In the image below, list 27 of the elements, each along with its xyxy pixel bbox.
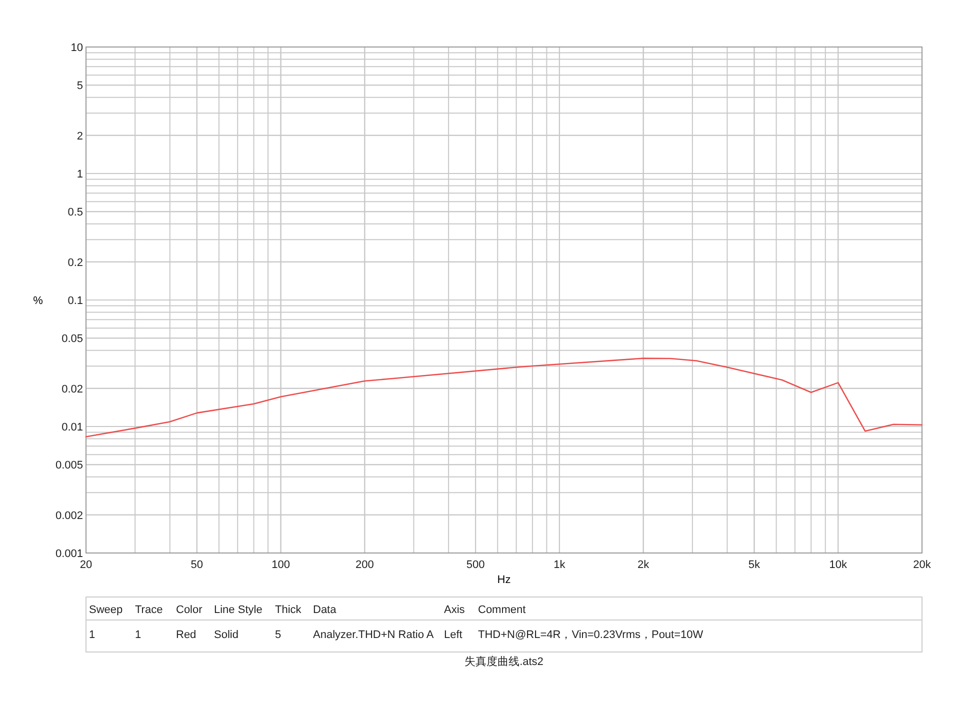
- x-tick-label: 20: [80, 559, 92, 571]
- y-tick-label: 0.1: [68, 295, 83, 307]
- y-tick-label: 0.005: [55, 460, 83, 472]
- x-tick-label: 1k: [554, 559, 566, 571]
- y-tick-label: 10: [70, 42, 83, 54]
- y-tick-label: 0.01: [62, 422, 83, 434]
- y-tick-label: 0.002: [55, 510, 83, 522]
- x-tick-label: 500: [466, 559, 485, 571]
- x-tick-label: 20k: [913, 559, 932, 571]
- x-tick-label: 2k: [638, 559, 650, 571]
- y-tick-label: 1: [76, 168, 83, 180]
- y-tick-label: 0.05: [62, 333, 83, 346]
- x-axis-title: Hz: [497, 574, 511, 586]
- x-tick-label: 5k: [748, 559, 761, 571]
- y-tick-label: 5: [76, 80, 83, 92]
- y-axis-title: %: [33, 295, 44, 307]
- y-tick-label: 0.001: [55, 548, 83, 560]
- y-tick-label: 0.02: [62, 383, 83, 396]
- y-tick-label: 0.5: [68, 206, 83, 219]
- text: 失真度曲线.ats2: [464, 655, 544, 668]
- x-tick-label: 10k: [829, 559, 848, 571]
- trace-table: Sweep Trace Color Line Style Thick Data Axis Comment 1 1 Red Solid 5 Analyzer.THD+N Ratio A Left THD+N@RL=4R，Vin=0.23Vrms，Pout=10W: [86, 596, 922, 652]
- x-tick-label: 200: [355, 559, 374, 571]
- y-tick-label: 0.2: [68, 256, 83, 269]
- y-tick-label: 2: [76, 130, 83, 142]
- x-tick-label: 50: [190, 559, 204, 571]
- x-tick-label: 100: [272, 559, 290, 571]
